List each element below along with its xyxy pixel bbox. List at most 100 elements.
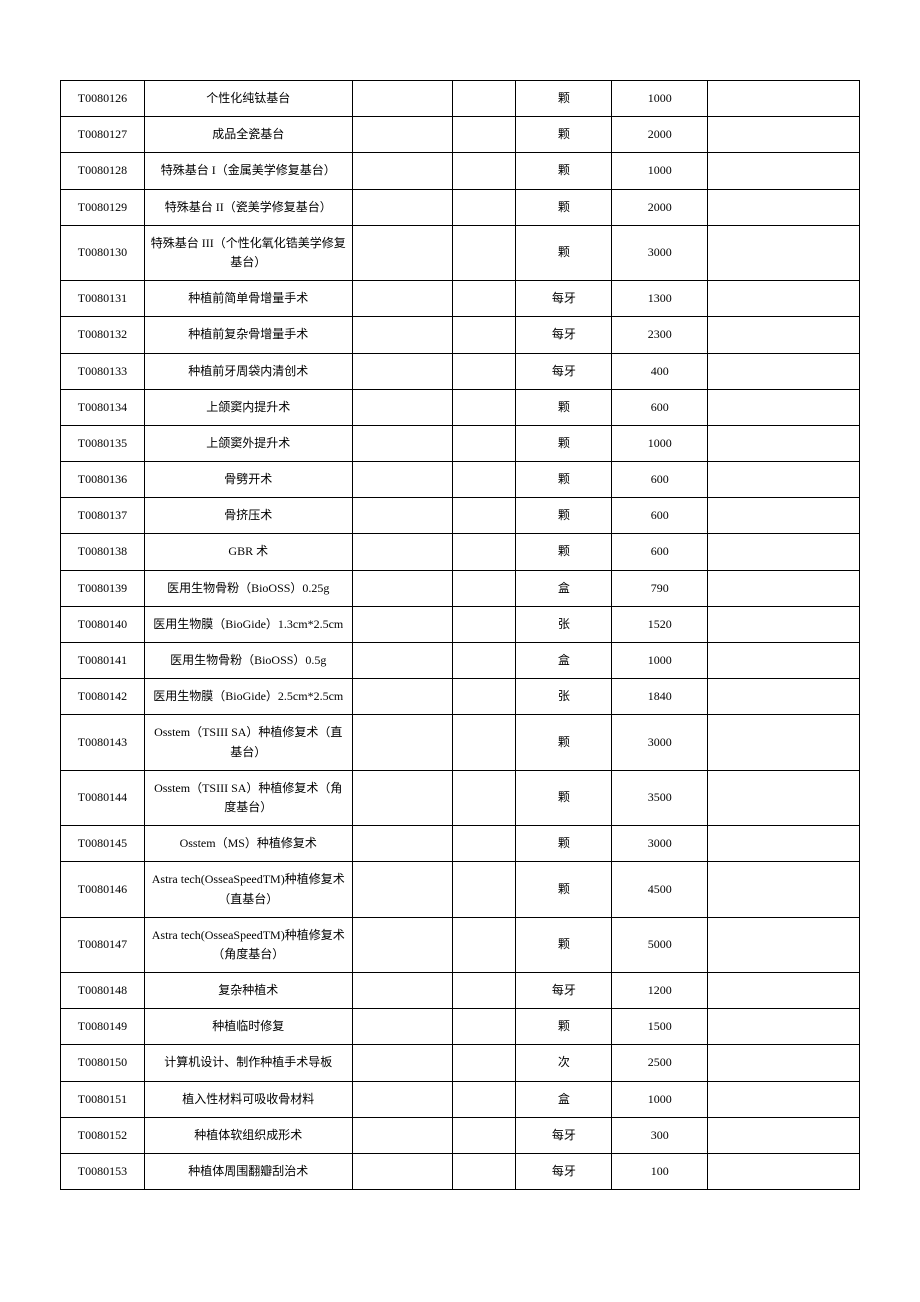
table-body: T0080126个性化纯钛基台颗1000T0080127成品全瓷基台颗2000T… bbox=[61, 81, 860, 1190]
cell-code: T0080132 bbox=[61, 317, 145, 353]
cell-empty2 bbox=[452, 1009, 516, 1045]
cell-empty1 bbox=[352, 389, 452, 425]
cell-unit: 每牙 bbox=[516, 353, 612, 389]
cell-name: Osstem（TSIII SA）种植修复术（角度基台） bbox=[144, 770, 352, 825]
cell-code: T0080141 bbox=[61, 643, 145, 679]
cell-empty2 bbox=[452, 81, 516, 117]
cell-empty3 bbox=[708, 862, 860, 917]
cell-empty2 bbox=[452, 498, 516, 534]
cell-code: T0080152 bbox=[61, 1117, 145, 1153]
cell-empty3 bbox=[708, 498, 860, 534]
cell-price: 1200 bbox=[612, 973, 708, 1009]
cell-empty2 bbox=[452, 862, 516, 917]
table-row: T0080134上颌窦内提升术颗600 bbox=[61, 389, 860, 425]
cell-empty3 bbox=[708, 643, 860, 679]
table-row: T0080143Osstem（TSIII SA）种植修复术（直基台）颗3000 bbox=[61, 715, 860, 770]
cell-name: 上颌窦内提升术 bbox=[144, 389, 352, 425]
cell-name: GBR 术 bbox=[144, 534, 352, 570]
cell-empty3 bbox=[708, 973, 860, 1009]
table-row: T0080146Astra tech(OsseaSpeedTM)种植修复术（直基… bbox=[61, 862, 860, 917]
cell-empty2 bbox=[452, 153, 516, 189]
cell-empty1 bbox=[352, 153, 452, 189]
cell-unit: 每牙 bbox=[516, 317, 612, 353]
table-row: T0080139医用生物骨粉（BioOSS）0.25g盒790 bbox=[61, 570, 860, 606]
table-row: T0080130特殊基台 III（个性化氧化锆美学修复基台）颗3000 bbox=[61, 225, 860, 280]
cell-empty2 bbox=[452, 917, 516, 972]
cell-empty2 bbox=[452, 317, 516, 353]
cell-code: T0080144 bbox=[61, 770, 145, 825]
cell-empty2 bbox=[452, 425, 516, 461]
cell-price: 600 bbox=[612, 462, 708, 498]
cell-price: 1000 bbox=[612, 643, 708, 679]
cell-empty1 bbox=[352, 606, 452, 642]
cell-unit: 颗 bbox=[516, 534, 612, 570]
cell-code: T0080148 bbox=[61, 973, 145, 1009]
cell-price: 3500 bbox=[612, 770, 708, 825]
cell-empty3 bbox=[708, 770, 860, 825]
cell-empty1 bbox=[352, 1081, 452, 1117]
cell-code: T0080140 bbox=[61, 606, 145, 642]
cell-empty2 bbox=[452, 1081, 516, 1117]
cell-empty3 bbox=[708, 606, 860, 642]
cell-empty2 bbox=[452, 225, 516, 280]
cell-empty1 bbox=[352, 826, 452, 862]
table-row: T0080138GBR 术颗600 bbox=[61, 534, 860, 570]
cell-price: 1300 bbox=[612, 281, 708, 317]
cell-code: T0080126 bbox=[61, 81, 145, 117]
cell-empty2 bbox=[452, 570, 516, 606]
cell-unit: 颗 bbox=[516, 770, 612, 825]
cell-code: T0080131 bbox=[61, 281, 145, 317]
cell-name: Astra tech(OsseaSpeedTM)种植修复术（直基台） bbox=[144, 862, 352, 917]
cell-empty2 bbox=[452, 770, 516, 825]
cell-code: T0080133 bbox=[61, 353, 145, 389]
cell-empty3 bbox=[708, 1081, 860, 1117]
cell-empty2 bbox=[452, 826, 516, 862]
cell-unit: 颗 bbox=[516, 917, 612, 972]
cell-price: 600 bbox=[612, 498, 708, 534]
cell-price: 5000 bbox=[612, 917, 708, 972]
pricing-table: T0080126个性化纯钛基台颗1000T0080127成品全瓷基台颗2000T… bbox=[60, 80, 860, 1190]
cell-empty2 bbox=[452, 189, 516, 225]
cell-empty1 bbox=[352, 462, 452, 498]
table-row: T0080152种植体软组织成形术每牙300 bbox=[61, 1117, 860, 1153]
table-row: T0080150计算机设计、制作种植手术导板次2500 bbox=[61, 1045, 860, 1081]
table-row: T0080153种植体周围翻瓣刮治术每牙100 bbox=[61, 1154, 860, 1190]
cell-code: T0080134 bbox=[61, 389, 145, 425]
table-row: T0080136骨劈开术颗600 bbox=[61, 462, 860, 498]
table-row: T0080144Osstem（TSIII SA）种植修复术（角度基台） 颗3500 bbox=[61, 770, 860, 825]
cell-name: 种植前简单骨增量手术 bbox=[144, 281, 352, 317]
cell-price: 1000 bbox=[612, 1081, 708, 1117]
cell-empty2 bbox=[452, 1117, 516, 1153]
cell-empty2 bbox=[452, 973, 516, 1009]
cell-empty3 bbox=[708, 1154, 860, 1190]
cell-empty2 bbox=[452, 1154, 516, 1190]
cell-unit: 颗 bbox=[516, 826, 612, 862]
cell-unit: 张 bbox=[516, 606, 612, 642]
cell-empty1 bbox=[352, 570, 452, 606]
cell-name: 上颌窦外提升术 bbox=[144, 425, 352, 461]
cell-price: 2000 bbox=[612, 189, 708, 225]
cell-empty2 bbox=[452, 1045, 516, 1081]
table-row: T0080127成品全瓷基台颗2000 bbox=[61, 117, 860, 153]
cell-empty3 bbox=[708, 189, 860, 225]
cell-unit: 颗 bbox=[516, 715, 612, 770]
cell-unit: 颗 bbox=[516, 81, 612, 117]
cell-unit: 颗 bbox=[516, 1009, 612, 1045]
cell-empty1 bbox=[352, 917, 452, 972]
cell-empty2 bbox=[452, 353, 516, 389]
cell-empty1 bbox=[352, 81, 452, 117]
cell-empty1 bbox=[352, 353, 452, 389]
cell-empty3 bbox=[708, 81, 860, 117]
table-row: T0080135上颌窦外提升术颗1000 bbox=[61, 425, 860, 461]
cell-empty2 bbox=[452, 281, 516, 317]
cell-name: 种植前牙周袋内清创术 bbox=[144, 353, 352, 389]
cell-empty3 bbox=[708, 679, 860, 715]
cell-name: 医用生物膜（BioGide）1.3cm*2.5cm bbox=[144, 606, 352, 642]
cell-empty1 bbox=[352, 679, 452, 715]
cell-name: 种植体周围翻瓣刮治术 bbox=[144, 1154, 352, 1190]
cell-unit: 颗 bbox=[516, 498, 612, 534]
cell-empty1 bbox=[352, 425, 452, 461]
cell-price: 3000 bbox=[612, 225, 708, 280]
cell-empty1 bbox=[352, 973, 452, 1009]
cell-empty3 bbox=[708, 117, 860, 153]
